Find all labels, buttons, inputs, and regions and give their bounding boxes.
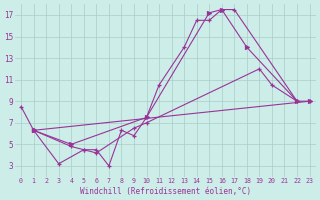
X-axis label: Windchill (Refroidissement éolien,°C): Windchill (Refroidissement éolien,°C) (80, 187, 251, 196)
